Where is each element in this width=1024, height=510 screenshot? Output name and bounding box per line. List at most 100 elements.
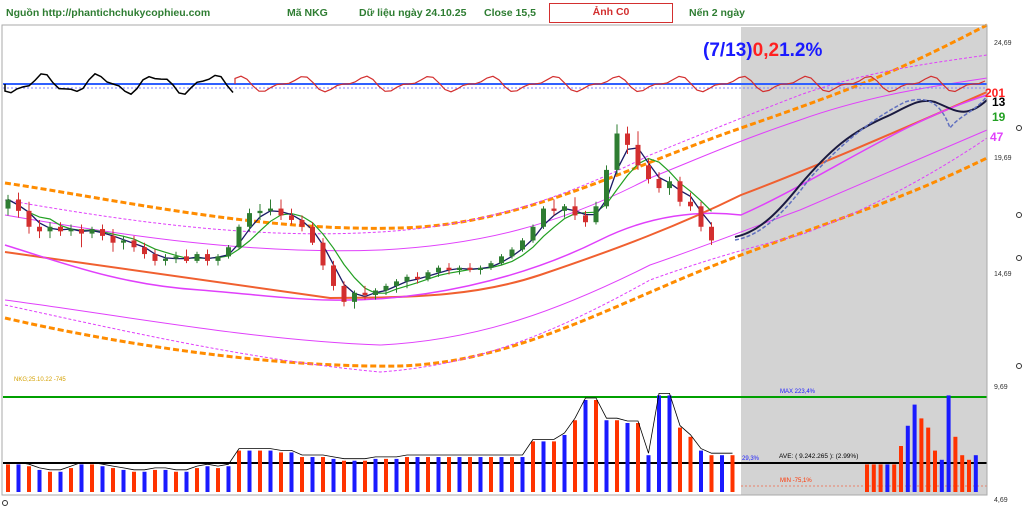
volume-bar	[510, 457, 514, 492]
volume-bar	[426, 457, 430, 492]
volume-bar	[478, 457, 483, 492]
candle-body	[551, 208, 557, 211]
candle-body	[152, 254, 158, 261]
upper-inner-band-line	[4, 77, 988, 252]
candle-body	[583, 215, 588, 223]
cycle-label-value: 0,2	[752, 40, 780, 61]
y-tick-4: 9,69	[994, 384, 1008, 391]
volume-bar	[447, 457, 451, 492]
volume-bar	[258, 450, 262, 492]
candle-body	[509, 249, 515, 257]
volume-bar	[573, 420, 577, 492]
candle-body	[173, 256, 179, 259]
candle-body	[373, 290, 378, 296]
volume-bar	[352, 460, 357, 492]
volume-forecast-bar	[967, 459, 971, 492]
volume-bar	[111, 468, 115, 492]
candle-body	[320, 242, 326, 266]
volume-bar	[468, 457, 472, 492]
candle-body	[37, 226, 42, 232]
ma-47-label: 47	[990, 130, 1004, 144]
forecast-line	[734, 99, 988, 238]
candle-body	[289, 215, 294, 220]
volume-bar	[174, 471, 178, 492]
ma-19-label: 19	[992, 110, 1006, 124]
volume-forecast-bar	[871, 464, 876, 492]
volume-bar	[541, 441, 546, 492]
image-label-box: Ảnh C0	[549, 3, 673, 23]
volume-bar	[163, 469, 168, 492]
candle-body	[698, 206, 704, 227]
volume-bar	[657, 395, 661, 492]
candle-body	[625, 133, 630, 145]
volume-bar	[667, 395, 672, 492]
volume-bar	[678, 427, 682, 492]
axis-marker	[1016, 255, 1022, 261]
volume-bar	[205, 466, 210, 492]
volume-bar	[531, 441, 535, 492]
volume-forecast-bar	[973, 455, 978, 492]
volume-bar	[142, 471, 147, 492]
forecast-region	[741, 27, 987, 495]
volume-bar	[237, 450, 241, 492]
candle-body	[478, 267, 483, 270]
volume-bar	[730, 455, 735, 492]
candle-body	[541, 208, 546, 227]
cycle-label-prefix: (7/13)	[703, 40, 753, 61]
candle-body	[215, 256, 221, 261]
volume-outline	[8, 393, 733, 471]
volume-bar	[27, 466, 31, 492]
candle-body	[614, 133, 620, 170]
cycle-label-pct: 1.2%	[779, 40, 823, 61]
volume-forecast-bar	[919, 418, 924, 492]
volume-bar	[636, 423, 640, 492]
volume-bar	[58, 471, 63, 492]
volume-bar	[268, 450, 273, 492]
candle-body	[100, 229, 105, 236]
candle-body	[299, 219, 305, 227]
volume-bar	[720, 455, 724, 492]
candle-body	[635, 144, 641, 166]
volume-bar	[100, 466, 105, 492]
volume-bar	[289, 452, 294, 492]
volume-min-label: MIN -75,1%	[780, 478, 812, 484]
volume-forecast-bar	[946, 395, 951, 492]
candle-body	[236, 226, 242, 248]
candle-body	[467, 267, 473, 270]
volume-bar	[688, 436, 693, 492]
candle-body	[362, 292, 368, 296]
volume-forecast-bar	[905, 425, 910, 492]
volume-bar	[6, 464, 10, 492]
volume-forecast-bar	[953, 436, 958, 492]
volume-bar	[279, 452, 283, 492]
chart-frame	[1, 24, 988, 496]
candle-body	[352, 292, 357, 302]
candle-body	[257, 210, 263, 214]
lower-channel-line	[4, 156, 988, 368]
candle-body	[226, 247, 231, 257]
axis-marker	[2, 500, 8, 506]
volume-bar	[709, 455, 714, 492]
candle-body	[310, 226, 315, 243]
volume-bar	[300, 457, 304, 492]
envelope-bands	[4, 54, 988, 373]
lower-inner-band-line	[4, 129, 988, 346]
candle-body	[688, 201, 693, 207]
candle-body	[667, 181, 672, 189]
ma-201-label: 201	[985, 86, 1006, 100]
y-axis	[2, 125, 1022, 506]
volume-bar	[310, 457, 315, 492]
candle-body	[646, 165, 651, 179]
ma-13-label: 13	[992, 95, 1006, 109]
candle-body	[163, 258, 168, 261]
volume-bar	[153, 469, 157, 492]
frame	[1, 24, 988, 496]
volume-bar	[615, 420, 619, 492]
volume-forecast-bar	[933, 450, 937, 492]
footnote-label: NKG;25.10.22 -745	[14, 377, 66, 383]
y-tick-5: 4,69	[994, 497, 1008, 504]
candle-body	[499, 256, 504, 264]
volume-bar	[121, 469, 126, 492]
volume-bar	[405, 457, 409, 492]
